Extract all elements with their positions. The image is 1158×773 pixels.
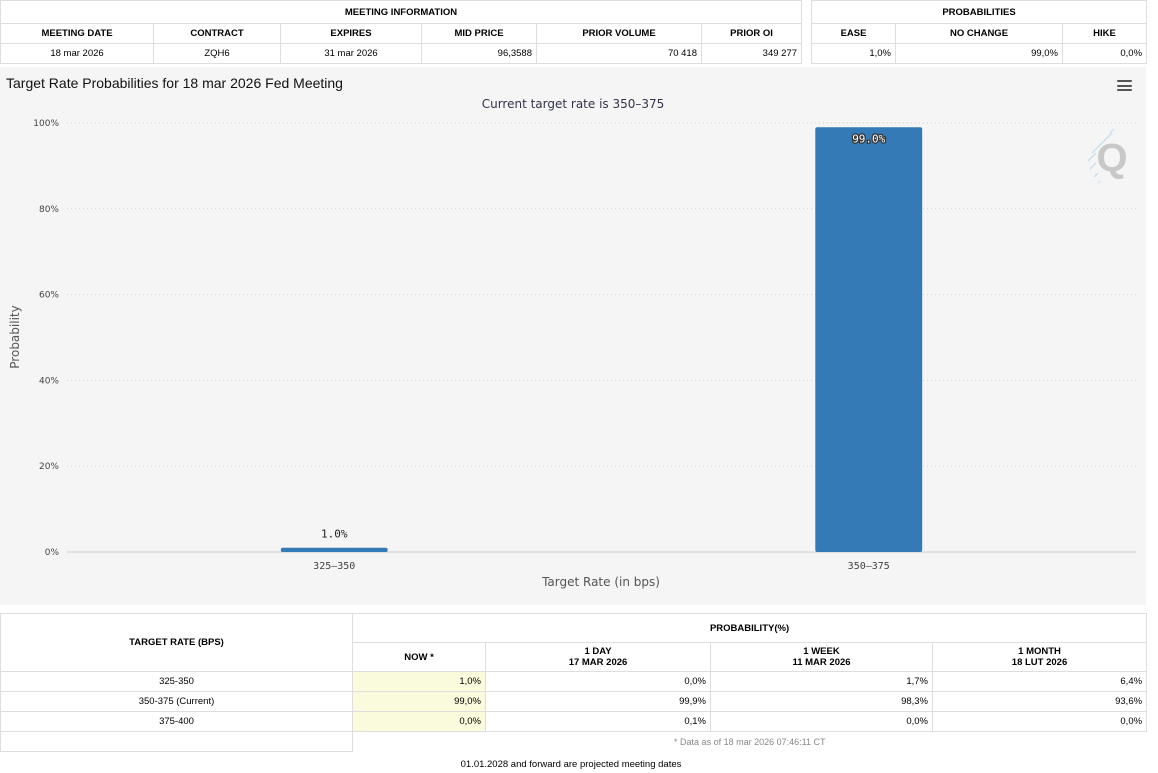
chart-subtitle: Current target rate is 350–375 xyxy=(0,97,1146,111)
y-tick-label: 100% xyxy=(33,119,59,129)
chart-title: Target Rate Probabilities for 18 mar 202… xyxy=(6,75,343,91)
mid-price-value: 96,3588 xyxy=(422,44,537,64)
y-axis-title: Probability xyxy=(8,305,22,368)
col-ease: EASE xyxy=(812,24,896,44)
q-logo-icon: Q xyxy=(1082,127,1130,187)
no-change-value: 99,0% xyxy=(896,44,1063,64)
bar xyxy=(281,548,388,552)
data-label: 1.0% xyxy=(321,528,348,541)
y-tick-label: 0% xyxy=(45,548,60,558)
y-tick-label: 80% xyxy=(39,205,59,215)
rate-label: 325-350 xyxy=(1,672,353,692)
1-month-value: 6,4% xyxy=(933,672,1147,692)
x-tick-label: 350–375 xyxy=(848,561,890,572)
1-day-value: 0,1% xyxy=(486,712,711,732)
table-row: 18 mar 2026 ZQH6 31 mar 2026 96,3588 70 … xyxy=(1,44,802,64)
probabilities-group-header: PROBABILITIES xyxy=(812,1,1147,24)
1-month-value: 93,6% xyxy=(933,692,1147,712)
col-mid-price: MID PRICE xyxy=(422,24,537,44)
data-timestamp-note: * Data as of 18 mar 2026 07:46:11 CT xyxy=(353,732,1147,752)
prior-oi-value: 349 277 xyxy=(702,44,802,64)
svg-text:Q: Q xyxy=(1096,136,1127,180)
hamburger-menu-icon[interactable] xyxy=(1117,80,1132,92)
table-row: 325-350 1,0% 0,0% 1,7% 6,4% xyxy=(1,672,1147,692)
col-prior-oi: PRIOR OI xyxy=(702,24,802,44)
y-tick-label: 20% xyxy=(39,462,59,472)
y-tick-label: 60% xyxy=(39,291,59,301)
probability-group-header: PROBABILITY(%) xyxy=(353,614,1147,643)
1-day-value: 0,0% xyxy=(486,672,711,692)
col-expires: EXPIRES xyxy=(281,24,422,44)
bar xyxy=(815,127,922,552)
col-no-change: NO CHANGE xyxy=(896,24,1063,44)
col-1-month: 1 MONTH 18 LUT 2026 xyxy=(933,643,1147,672)
hike-value: 0,0% xyxy=(1063,44,1147,64)
1-month-value: 0,0% xyxy=(933,712,1147,732)
x-tick-label: 325–350 xyxy=(313,561,355,572)
col-1-week: 1 WEEK 11 MAR 2026 xyxy=(711,643,933,672)
col-prior-volume: PRIOR VOLUME xyxy=(537,24,702,44)
1-week-value: 0,0% xyxy=(711,712,933,732)
now-value: 1,0% xyxy=(353,672,486,692)
bar-chart: 0% 20% 40% 60% 80% 100% 1.0% 99.0% 325–350 350–… xyxy=(0,67,1146,605)
projected-dates-footnote: 01.01.2028 and forward are projected mee… xyxy=(0,759,1142,770)
rate-label: 375-400 xyxy=(1,712,353,732)
chart-panel: 0% 20% 40% 60% 80% 100% 1.0% 99.0% 325–350 350–… xyxy=(0,67,1146,605)
probabilities-table: PROBABILITIES EASE NO CHANGE HIKE 1,0% 9… xyxy=(811,0,1147,64)
meeting-info-table: MEETING INFORMATION MEETING DATE CONTRAC… xyxy=(0,0,802,64)
col-target-rate: TARGET RATE (BPS) xyxy=(1,614,353,672)
1-week-value: 1,7% xyxy=(711,672,933,692)
now-value: 0,0% xyxy=(353,712,486,732)
table-row: 1,0% 99,0% 0,0% xyxy=(812,44,1147,64)
meeting-date-value: 18 mar 2026 xyxy=(1,44,154,64)
data-label: 99.0% xyxy=(852,132,885,145)
col-contract: CONTRACT xyxy=(154,24,281,44)
target-rate-table: TARGET RATE (BPS) PROBABILITY(%) NOW * 1… xyxy=(0,613,1147,752)
table-row: 350-375 (Current) 99,0% 99,9% 98,3% 93,6… xyxy=(1,692,1147,712)
rate-label: 350-375 (Current) xyxy=(1,692,353,712)
prior-volume-value: 70 418 xyxy=(537,44,702,64)
expires-value: 31 mar 2026 xyxy=(281,44,422,64)
ease-value: 1,0% xyxy=(812,44,896,64)
table-row: 375-400 0,0% 0,1% 0,0% 0,0% xyxy=(1,712,1147,732)
x-axis-title: Target Rate (in bps) xyxy=(541,575,660,589)
now-value: 99,0% xyxy=(353,692,486,712)
1-week-value: 98,3% xyxy=(711,692,933,712)
col-meeting-date: MEETING DATE xyxy=(1,24,154,44)
meeting-info-group-header: MEETING INFORMATION xyxy=(1,1,802,24)
1-day-value: 99,9% xyxy=(486,692,711,712)
col-hike: HIKE xyxy=(1063,24,1147,44)
col-1-day: 1 DAY 17 MAR 2026 xyxy=(486,643,711,672)
y-tick-label: 40% xyxy=(39,376,59,386)
contract-value: ZQH6 xyxy=(154,44,281,64)
col-now: NOW * xyxy=(353,643,486,672)
